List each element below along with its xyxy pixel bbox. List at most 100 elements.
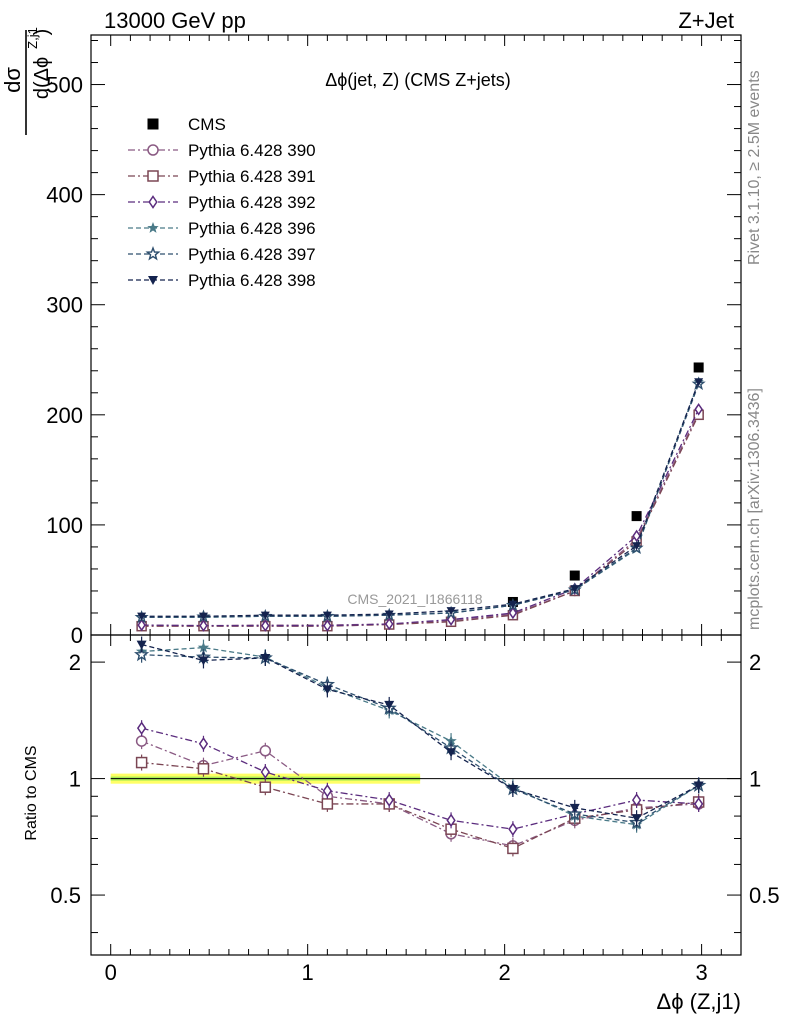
main-y-tick-label: 100 — [46, 513, 83, 538]
legend-label-0: CMS — [188, 115, 226, 134]
ratio-series-line-1 — [141, 761, 699, 850]
main-series-line-3 — [141, 409, 700, 627]
x-tick-label: 0 — [105, 960, 117, 985]
header-left: 13000 GeV pp — [104, 8, 246, 33]
legend-marker-4 — [147, 222, 159, 233]
ratio-point-5 — [322, 685, 333, 695]
plot-title: Δϕ(jet, Z) (CMS Z+jets) — [325, 70, 511, 90]
ratio-point-5 — [260, 653, 271, 663]
ratio-series-line-2 — [141, 727, 699, 830]
main-point-3 — [508, 606, 518, 620]
ratio-point-2 — [693, 797, 704, 811]
legend-marker-5 — [145, 246, 161, 261]
ratio-point-4 — [133, 646, 150, 662]
main-point-0 — [693, 362, 704, 373]
main-y-tick-label: 200 — [46, 403, 83, 428]
legend-marker-6 — [148, 276, 158, 285]
ratio-point-5 — [384, 700, 395, 710]
main-y-tick-label: 500 — [46, 73, 83, 98]
main-point-0 — [631, 511, 642, 522]
main-point-6 — [384, 610, 394, 619]
ratio-point-5 — [136, 640, 147, 650]
ratio-point-1 — [507, 842, 519, 855]
ratio-point-3 — [197, 641, 210, 653]
ratio-point-0 — [259, 745, 272, 757]
ratio-point-5 — [569, 803, 580, 813]
main-point-6 — [137, 612, 147, 621]
main-y-label-close-paren: ) — [31, 29, 53, 36]
legend-marker-0 — [147, 118, 159, 130]
main-point-6 — [260, 611, 270, 620]
main-series-line-5 — [141, 383, 700, 619]
ratio-point-2 — [631, 793, 642, 807]
legend-marker-2 — [147, 170, 159, 182]
x-tick-label: 2 — [499, 960, 511, 985]
ratio-y-tick-label-right: 0.5 — [749, 883, 780, 908]
analysis-watermark: CMS_2021_I1866118 — [347, 591, 482, 607]
main-point-3 — [384, 617, 394, 631]
ratio-y-tick-label: 0.5 — [50, 883, 81, 908]
x-axis-label: Δϕ (Z,j1) — [657, 989, 741, 1014]
ratio-point-1 — [259, 781, 272, 793]
ratio-series-line-3 — [141, 646, 699, 826]
ratio-y-tick-label-right: 1 — [749, 767, 761, 792]
legend-label-4: Pythia 6.428 396 — [188, 219, 316, 238]
ratio-series-line-0 — [141, 740, 699, 847]
ratio-point-2 — [446, 813, 456, 828]
main-y-label-numerator: dσ — [0, 67, 25, 93]
main-point-6 — [632, 542, 642, 551]
ratio-y-tick-label: 1 — [69, 767, 81, 792]
main-point-3 — [137, 618, 146, 632]
main-point-6 — [694, 378, 704, 387]
legend-label-1: Pythia 6.428 390 — [188, 141, 316, 160]
main-point-3 — [323, 619, 332, 632]
main-point-6 — [508, 600, 518, 609]
legend-label-6: Pythia 6.428 398 — [188, 271, 316, 290]
main-point-6 — [322, 611, 332, 620]
ratio-point-2 — [384, 793, 394, 807]
main-series-line-6 — [141, 381, 700, 617]
ratio-point-0 — [135, 735, 148, 747]
x-tick-label: 1 — [302, 960, 314, 985]
main-series-line-4 — [141, 381, 700, 619]
legend-marker-3 — [148, 195, 158, 209]
main-point-3 — [694, 403, 703, 416]
ratio-y-tick-label-right: 2 — [749, 650, 761, 675]
main-y-label-denominator: d(Δϕ — [31, 57, 53, 99]
legend-label-3: Pythia 6.428 392 — [188, 193, 316, 212]
ratio-series-line-4 — [141, 654, 699, 824]
legend-label-2: Pythia 6.428 391 — [188, 167, 316, 186]
ratio-point-2 — [322, 783, 333, 798]
ratio-plot-frame — [90, 634, 742, 956]
ratio-series-line-5 — [141, 643, 699, 819]
main-y-tick-label: 0 — [71, 623, 83, 648]
main-y-tick-label: 400 — [46, 183, 83, 208]
header-right: Z+Jet — [678, 8, 734, 33]
legend-label-5: Pythia 6.428 397 — [188, 245, 316, 264]
main-y-label-superscript: Z,j1 — [25, 27, 40, 49]
ratio-point-5 — [446, 748, 457, 758]
ratio-point-1 — [135, 756, 148, 769]
ratio-y-label: Ratio to CMS — [23, 745, 40, 840]
ratio-point-5 — [198, 656, 209, 666]
ratio-point-5 — [631, 814, 642, 824]
legend-marker-1 — [147, 144, 159, 156]
main-point-6 — [198, 612, 208, 621]
main-y-tick-label: 300 — [46, 293, 83, 318]
main-point-6 — [570, 585, 580, 594]
x-tick-label: 3 — [695, 960, 707, 985]
ratio-point-5 — [693, 781, 704, 791]
ratio-point-5 — [507, 784, 518, 794]
ratio-point-2 — [508, 822, 518, 837]
ratio-point-1 — [197, 763, 210, 775]
ratio-point-2 — [136, 721, 147, 735]
main-point-3 — [199, 619, 208, 632]
ratio-y-tick-label: 2 — [69, 650, 81, 675]
main-point-6 — [446, 607, 456, 616]
ratio-point-1 — [321, 798, 334, 810]
main-point-0 — [569, 570, 580, 581]
main-point-3 — [261, 619, 270, 632]
ratio-point-2 — [198, 736, 209, 751]
ratio-point-2 — [260, 765, 270, 779]
